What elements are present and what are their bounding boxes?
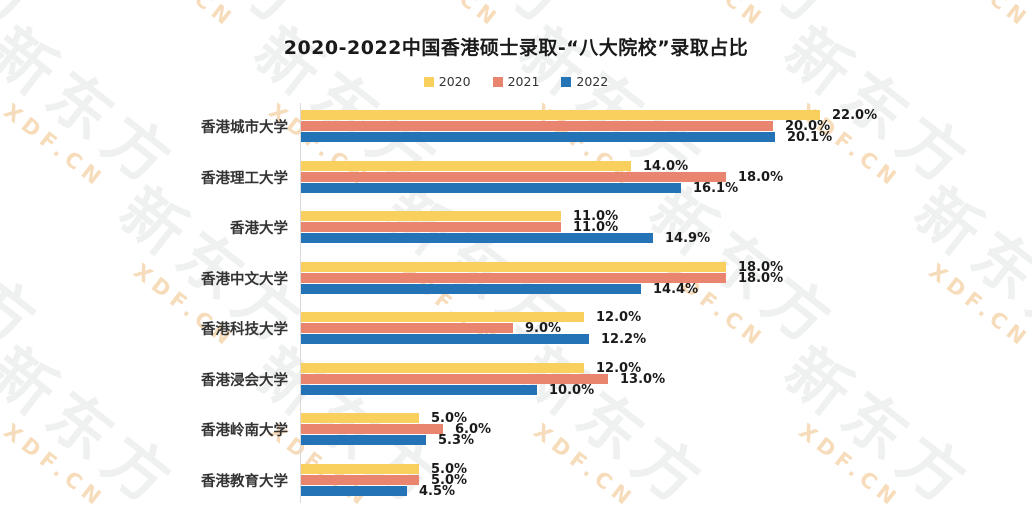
value-label: 14.9% (665, 231, 711, 246)
legend-item-2022: 2022 (561, 74, 608, 89)
value-label: 9.0% (525, 321, 562, 336)
value-label: 20.0% (785, 119, 831, 134)
category-label: 香港教育大学 (201, 473, 288, 490)
bar-2022 (301, 384, 537, 395)
bar-2021 (301, 323, 513, 333)
category-label: 香港中文大学 (201, 271, 288, 288)
bar-2020 (301, 362, 584, 373)
value-label: 5.0% (431, 461, 468, 477)
legend-swatch-2022 (561, 76, 572, 87)
value-label: 20.1% (787, 130, 833, 145)
category-label: 香港岭南大学 (201, 423, 288, 439)
bar-2020 (301, 312, 584, 322)
bar-2022 (301, 283, 641, 294)
value-label: 10.0% (549, 382, 595, 398)
chart-title: 2020-2022中国香港硕士录取-“八大院校”录取占比 (283, 37, 749, 59)
plot-area: 香港城市大学 22.0% 20.0% 20.1% 香港理工大学 14.0% 18.0% 16.… (0, 103, 1032, 513)
category-label: 香港大学 (230, 221, 288, 237)
value-label: 22.0% (832, 108, 878, 123)
category-label: 香港浸会大学 (201, 372, 288, 389)
legend-label: 2020 (438, 74, 471, 89)
bar-2021 (301, 272, 726, 283)
value-label: 5.0% (431, 411, 468, 426)
category-label: 香港科技大学 (201, 322, 288, 338)
bar-2022 (301, 485, 407, 496)
y-axis-line (300, 103, 301, 503)
bar-2022 (301, 182, 681, 193)
legend-swatch-2020 (423, 76, 434, 87)
value-label: 12.0% (596, 360, 642, 376)
value-label: 5.3% (438, 433, 475, 448)
value-label: 18.0% (738, 169, 784, 185)
value-label: 18.0% (738, 270, 784, 286)
bar-2022 (301, 233, 653, 243)
bar-2020 (301, 463, 419, 474)
bar-2020 (301, 110, 820, 120)
legend-item-2020: 2020 (423, 74, 471, 89)
bar-2022 (301, 435, 426, 445)
value-label: 16.1% (693, 180, 739, 196)
bar-2020 (301, 261, 726, 272)
legend-swatch-2021 (492, 76, 503, 87)
legend: 2020 2021 2022 (12, 74, 1020, 89)
bar-2021 (301, 474, 419, 485)
legend-label: 2021 (507, 74, 540, 89)
bar-2021 (301, 373, 608, 384)
bar-2021 (301, 424, 443, 434)
value-label: 13.0% (620, 371, 666, 387)
bar-2020 (301, 211, 561, 221)
value-label: 4.5% (419, 483, 456, 499)
bar-2022 (301, 132, 775, 142)
bar-2020 (301, 413, 419, 423)
value-label: 11.0% (573, 209, 619, 224)
value-label: 14.0% (643, 158, 689, 174)
value-label: 11.0% (573, 220, 619, 235)
value-label: 5.0% (431, 472, 468, 488)
legend-item-2021: 2021 (492, 74, 540, 89)
bar-2022 (301, 334, 589, 344)
value-label: 14.4% (653, 281, 699, 297)
value-label: 12.0% (596, 310, 642, 325)
bar-2021 (301, 171, 726, 182)
category-label: 香港理工大学 (201, 170, 288, 187)
value-label: 12.2% (601, 332, 647, 347)
bar-2021 (301, 121, 773, 131)
bar-2020 (301, 160, 631, 171)
bar-2021 (301, 222, 561, 232)
legend-label: 2022 (576, 74, 609, 89)
value-label: 18.0% (738, 259, 784, 275)
category-label: 香港城市大学 (201, 120, 288, 136)
value-label: 6.0% (455, 422, 492, 437)
